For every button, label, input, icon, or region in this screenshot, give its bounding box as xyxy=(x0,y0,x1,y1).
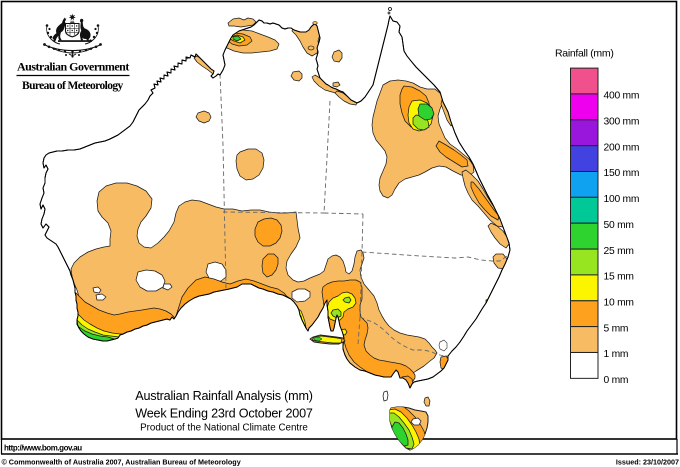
svg-text:10 mm: 10 mm xyxy=(604,297,634,308)
svg-text:25 mm: 25 mm xyxy=(604,246,634,257)
svg-text:Australian Rainfall Analysis (: Australian Rainfall Analysis (mm) xyxy=(135,389,312,403)
svg-text:http://www.bom.gov.au: http://www.bom.gov.au xyxy=(4,444,82,453)
svg-text:300 mm: 300 mm xyxy=(604,117,640,128)
svg-text:Issued: 23/10/2007: Issued: 23/10/2007 xyxy=(616,458,679,467)
svg-text:50 mm: 50 mm xyxy=(604,220,634,231)
svg-text:© Commonwealth of Australia 20: © Commonwealth of Australia 2007, Austra… xyxy=(2,458,241,467)
svg-text:15 mm: 15 mm xyxy=(604,272,634,283)
svg-text:150 mm: 150 mm xyxy=(604,168,640,179)
svg-text:1 mm: 1 mm xyxy=(604,349,629,360)
svg-text:Bureau of Meteorology: Bureau of Meteorology xyxy=(22,80,124,92)
svg-text:5 mm: 5 mm xyxy=(604,323,629,334)
svg-text:Week Ending 23rd October 2007: Week Ending 23rd October 2007 xyxy=(135,407,313,421)
svg-text:100 mm: 100 mm xyxy=(604,194,640,205)
svg-text:0 mm: 0 mm xyxy=(604,375,629,386)
svg-text:Australian Government: Australian Government xyxy=(17,60,129,74)
svg-text:200 mm: 200 mm xyxy=(604,142,640,153)
svg-text:Product of the National Climat: Product of the National Climate Centre xyxy=(140,423,308,434)
svg-text:400 mm: 400 mm xyxy=(604,91,640,102)
svg-text:Rainfall (mm): Rainfall (mm) xyxy=(555,48,614,60)
